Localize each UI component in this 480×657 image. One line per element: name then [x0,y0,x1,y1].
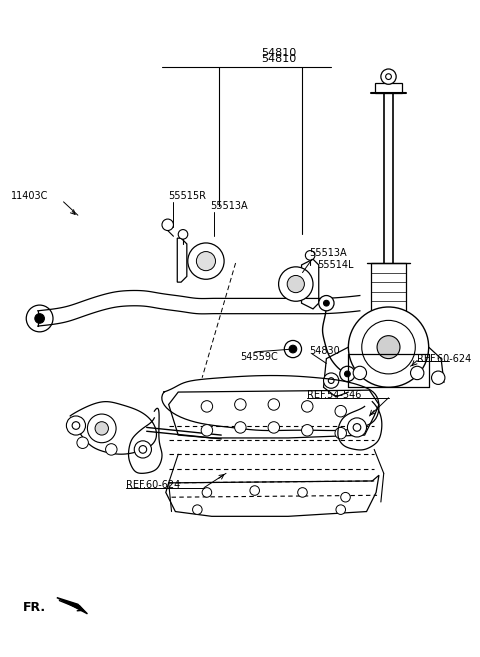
Circle shape [178,229,188,239]
Circle shape [336,505,346,514]
Polygon shape [372,263,406,311]
Polygon shape [57,598,87,614]
Circle shape [348,307,429,387]
Circle shape [289,345,297,353]
Text: 55515R: 55515R [168,191,207,201]
Circle shape [35,313,45,323]
Circle shape [196,252,216,271]
Circle shape [235,399,246,410]
Circle shape [77,437,88,449]
Text: 11403C: 11403C [11,191,48,201]
Circle shape [134,441,152,458]
Text: REF.60-624: REF.60-624 [126,480,180,489]
Circle shape [324,373,339,388]
Polygon shape [177,238,187,282]
Text: 55513A: 55513A [309,248,347,258]
Circle shape [201,401,213,412]
Circle shape [192,505,202,514]
Circle shape [278,267,313,302]
Circle shape [268,399,279,410]
Circle shape [287,275,304,292]
Circle shape [345,371,350,376]
Circle shape [340,366,355,382]
Text: 54830: 54830 [309,346,340,356]
Circle shape [188,243,224,279]
Circle shape [162,219,173,231]
Circle shape [348,418,367,437]
Text: 54810: 54810 [261,55,296,64]
Circle shape [301,401,313,412]
Circle shape [377,336,400,359]
Text: FR.: FR. [23,600,46,614]
Circle shape [335,405,347,417]
Circle shape [235,422,246,433]
Circle shape [335,428,347,439]
Text: REF.54-546: REF.54-546 [307,390,361,400]
Polygon shape [168,390,379,438]
Circle shape [87,414,116,443]
Circle shape [410,366,424,380]
Circle shape [432,371,445,384]
Polygon shape [375,83,402,93]
Text: 54810: 54810 [261,48,296,58]
Circle shape [202,487,212,497]
Circle shape [301,424,313,436]
Circle shape [341,493,350,502]
Circle shape [381,69,396,84]
Circle shape [319,296,334,311]
Circle shape [298,487,307,497]
Circle shape [362,321,415,374]
Circle shape [95,422,108,435]
Text: 55514L: 55514L [317,260,353,270]
Circle shape [66,416,85,435]
Circle shape [250,486,260,495]
Circle shape [353,366,367,380]
Polygon shape [166,475,379,516]
Circle shape [201,424,213,436]
Text: 55513A: 55513A [210,200,247,211]
Circle shape [26,305,53,332]
Text: 54559C: 54559C [240,351,278,362]
Circle shape [305,250,315,260]
Circle shape [324,300,329,306]
Polygon shape [301,260,319,309]
Circle shape [268,422,279,433]
Circle shape [106,443,117,455]
Text: REF.60-624: REF.60-624 [417,353,471,363]
Circle shape [284,340,301,357]
